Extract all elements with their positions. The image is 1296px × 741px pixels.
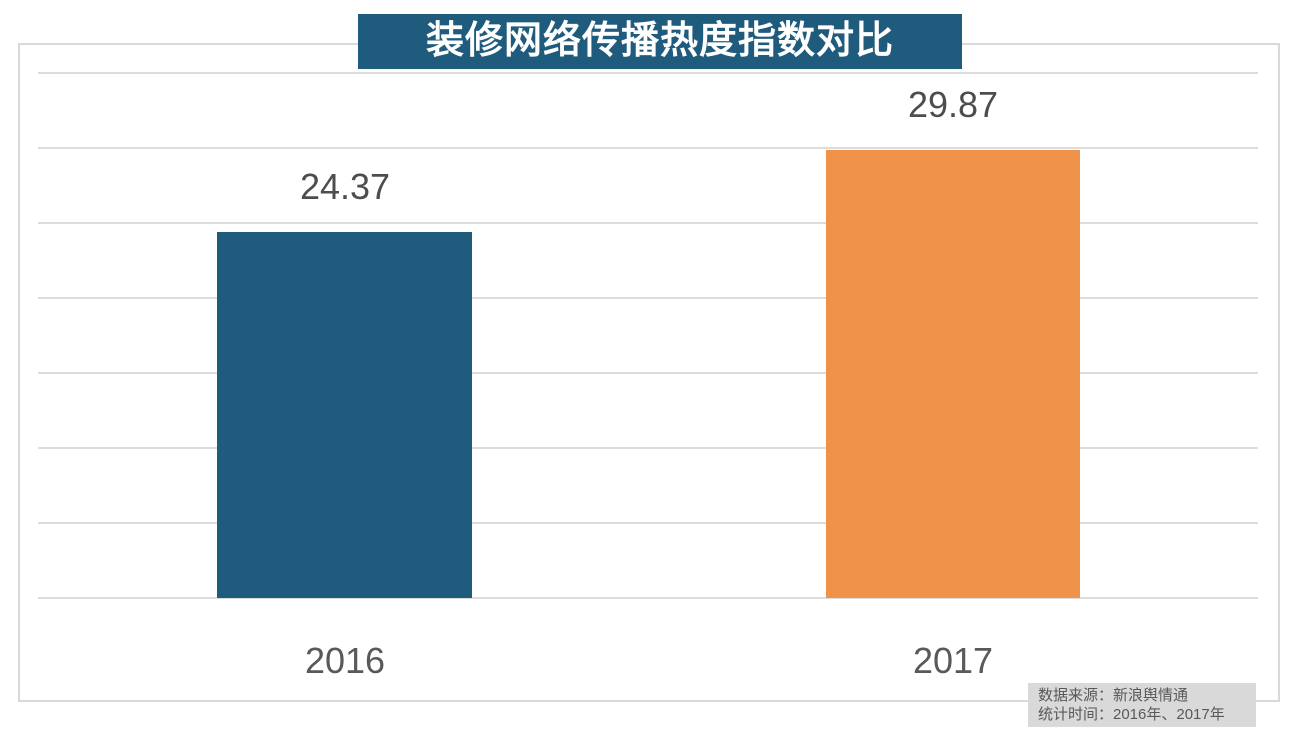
gridline (38, 147, 1258, 149)
gridline (38, 447, 1258, 449)
bar-2017 (826, 149, 1080, 598)
gridline (38, 297, 1258, 299)
source-note-line2: 统计时间：2016年、2017年 (1038, 706, 1225, 723)
x-axis-label-2017: 2017 (912, 640, 994, 681)
source-note-line1: 数据来源：新浪舆情通 (1038, 687, 1189, 704)
gridline (38, 372, 1258, 374)
gridline (38, 522, 1258, 524)
value-label-2016: 24.37 (299, 166, 391, 208)
gridline (38, 597, 1258, 599)
value-label-2017: 29.87 (907, 83, 999, 125)
source-note: 数据来源：新浪舆情通 统计时间：2016年、2017年 (1028, 683, 1256, 727)
gridline (38, 222, 1258, 224)
bar-2016 (217, 232, 472, 598)
chart-title: 装修网络传播热度指数对比 (358, 14, 962, 69)
gridline (38, 72, 1258, 74)
x-axis-label-2016: 2016 (304, 640, 386, 681)
